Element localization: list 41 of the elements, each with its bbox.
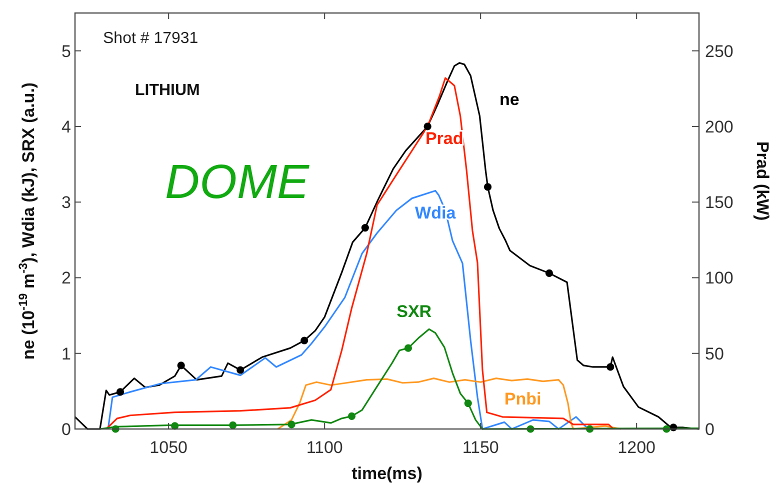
y2-axis-title: Prad (kW)	[753, 141, 771, 221]
series-label: SXR	[396, 302, 432, 322]
x-tick-label: 1200	[618, 438, 656, 457]
annotation: LITHIUM	[135, 82, 200, 99]
y-tick-label: 5	[62, 42, 71, 61]
x-axis-title: time(ms)	[352, 464, 422, 483]
point	[404, 344, 412, 352]
y2-tick-label: 100	[705, 268, 734, 288]
y2-tick-label: 200	[705, 117, 734, 136]
y-tick-label: 3	[62, 193, 71, 212]
annotation: DOME	[165, 156, 310, 209]
point	[424, 122, 432, 130]
y-tick-label: 0	[62, 420, 71, 439]
y-tick-label: 4	[62, 117, 71, 136]
point	[545, 269, 554, 277]
point	[177, 362, 185, 370]
point	[229, 421, 237, 430]
annotation: Shot # 17931	[103, 30, 198, 47]
y-tick-label: 1	[62, 344, 71, 364]
x-tick-label: 1150	[462, 438, 499, 457]
x-tick-label: 1050	[150, 438, 188, 457]
line-series	[105, 77, 614, 430]
x-tick-label: 1100	[306, 438, 343, 457]
y2-tick-label: 150	[705, 193, 734, 212]
point	[288, 420, 296, 428]
point	[348, 412, 356, 420]
point	[116, 388, 124, 396]
series-label: Prad	[425, 129, 464, 148]
point	[606, 363, 614, 371]
point	[236, 366, 244, 374]
line-series	[277, 378, 622, 430]
point	[300, 336, 308, 344]
y2-tick-label: 0	[705, 420, 714, 439]
y2-tick-label: 50	[705, 344, 724, 364]
point	[361, 224, 369, 232]
y2-tick-label: 250	[705, 42, 734, 61]
y-tick-label: 2	[62, 268, 71, 288]
point	[484, 183, 492, 191]
series-label: ne	[499, 90, 520, 109]
series-label: Pnbi	[504, 389, 542, 408]
point	[464, 399, 472, 408]
